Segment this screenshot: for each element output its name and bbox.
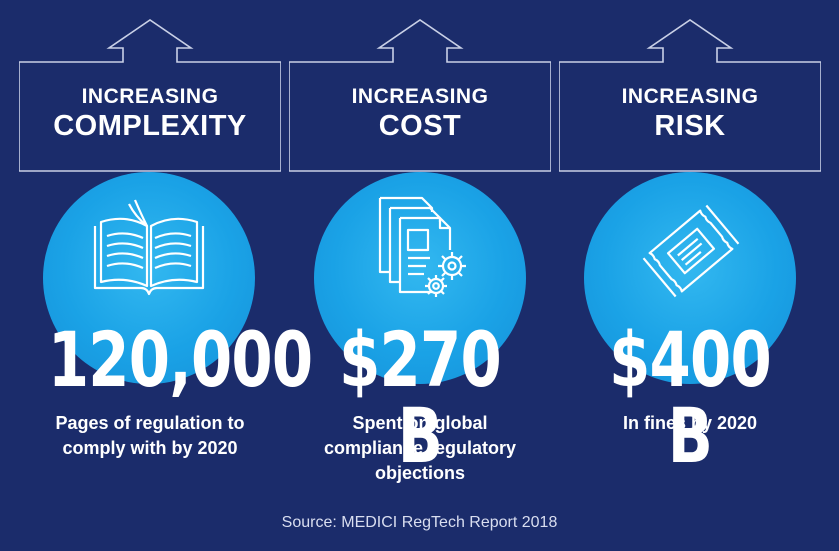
- label-line1: INCREASING: [81, 85, 219, 108]
- up-arrow-frame-icon: [19, 19, 281, 172]
- desc-line: In fines by 2020: [622, 413, 758, 433]
- panel-risk: INCREASING RISK $400 B In fines by 2020: [559, 0, 821, 551]
- panel-complexity: INCREASING COMPLEXITY 120,000 Pages of r…: [19, 0, 313, 551]
- icon-circle: [43, 172, 255, 384]
- up-arrow-frame-icon: [559, 19, 821, 172]
- stat-value: $270 B: [339, 315, 502, 480]
- desc-line: Spent on global: [352, 413, 488, 433]
- stat-description: Pages of regulation to comply with by 20…: [19, 411, 281, 461]
- panel-cost: INCREASING COST $270 B Spent on global c…: [289, 0, 551, 551]
- label-line2: COST: [378, 110, 462, 142]
- stat-value: $400 B: [609, 315, 772, 480]
- stat-description: In fines by 2020: [559, 411, 821, 436]
- stat-description: Spent on global compliance regulatory ob…: [289, 411, 551, 486]
- label-line1: INCREASING: [621, 85, 759, 108]
- ticket-icon: [642, 204, 740, 298]
- desc-line: comply with by 2020: [62, 438, 238, 458]
- label-line1: INCREASING: [351, 85, 489, 108]
- source-caption: Source: MEDICI RegTech Report 2018: [281, 514, 558, 531]
- open-book-icon: [93, 199, 205, 296]
- up-arrow-frame-icon: [289, 19, 551, 172]
- desc-line: Pages of regulation to: [55, 413, 245, 433]
- stat-value: 120,000: [47, 315, 313, 404]
- desc-line: compliance regulatory: [323, 438, 517, 458]
- documents-gears-icon: [378, 196, 466, 297]
- label-line2: COMPLEXITY: [53, 110, 247, 142]
- icon-circle: [584, 172, 796, 384]
- label-line2: RISK: [654, 110, 726, 142]
- desc-line: objections: [374, 463, 465, 483]
